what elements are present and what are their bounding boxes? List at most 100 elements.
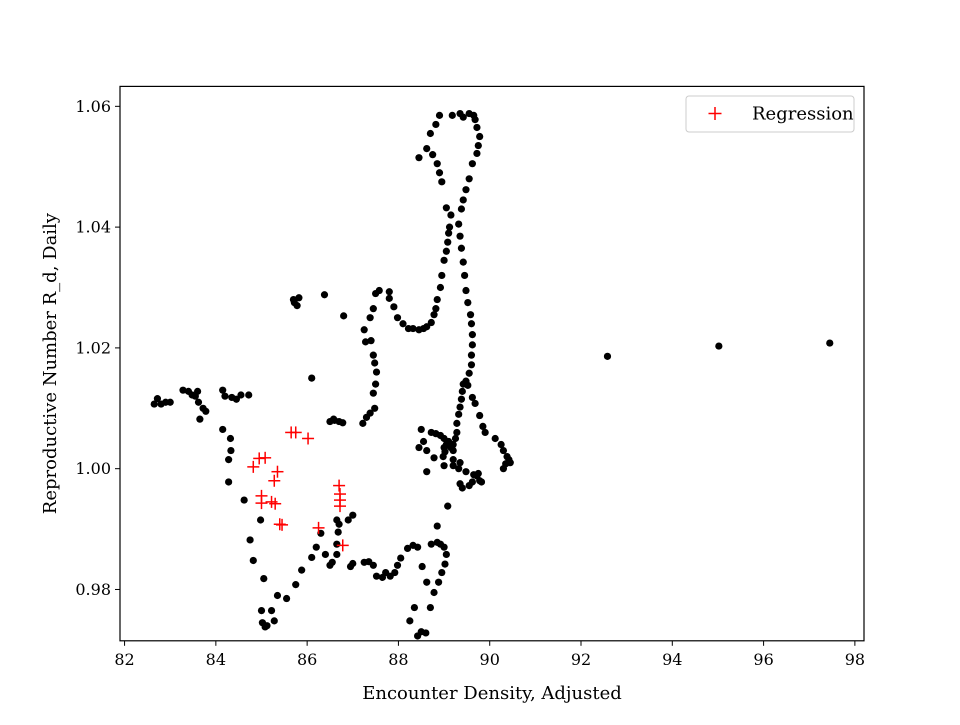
regression-point [334,500,347,513]
data-point [471,116,479,124]
data-point [461,271,469,280]
data-point [372,380,380,388]
data-point [423,578,431,586]
data-point [459,258,467,266]
data-point [456,459,464,467]
data-point [263,622,271,630]
data-point [451,434,460,443]
legend-box [685,95,855,133]
x-tick-label: 90 [480,650,500,669]
data-point [385,288,393,296]
data-point [225,456,233,464]
data-point [432,120,440,129]
data-point [245,391,253,399]
data-point [434,578,443,586]
data-point [257,607,266,615]
data-point [225,478,233,486]
data-point [422,629,430,637]
data-point [427,540,435,548]
data-point [442,247,450,255]
data-point [474,469,482,478]
data-point [440,256,448,264]
regression-point [247,460,260,473]
data-point [419,437,428,446]
data-point [427,318,435,327]
data-point [438,271,446,280]
data-point [393,561,402,569]
data-point [439,453,447,461]
data-point [166,398,174,406]
data-point [371,359,379,367]
data-point [467,361,476,369]
data-point [429,151,437,159]
data-point [435,111,444,119]
data-point [447,443,455,452]
data-point [481,428,489,437]
data-point [399,320,407,328]
data-point [256,516,265,524]
regression-point [276,518,289,531]
data-point [273,591,282,600]
data-point [415,154,423,162]
x-axis: 82 84 86 88 90 92 94 96 98 [114,640,865,669]
data-point [436,283,445,292]
data-point [328,558,336,566]
data-point [196,415,204,423]
data-point [367,337,375,345]
data-point [369,351,377,359]
data-point [433,160,441,168]
data-point [292,581,300,589]
data-point [449,456,457,464]
data-point [426,603,434,612]
data-point [349,559,357,568]
data-point [433,538,441,546]
data-point [464,381,472,389]
regression-point [269,497,282,510]
data-point [438,178,446,186]
x-tick-label: 94 [662,650,682,669]
y-tick-label: 1.00 [75,459,111,478]
x-tick-label: 96 [753,650,773,669]
data-point [455,465,463,473]
data-point [415,443,423,452]
data-point [462,286,470,295]
data-point [344,516,352,524]
data-point [417,425,425,434]
data-point [479,422,487,431]
data-point [335,520,343,528]
data-point [391,568,399,577]
y-tick-label: 1.04 [75,218,111,237]
data-point [476,411,484,420]
data-point [466,311,475,319]
data-point [468,341,476,349]
data-point [462,468,470,476]
data-point [462,186,470,194]
data-point [260,574,268,583]
data-point [227,446,235,455]
data-point [295,294,303,302]
data-point [457,395,466,403]
x-tick-label: 86 [297,650,317,669]
data-point [455,220,463,228]
data-point [430,454,438,462]
data-point [371,404,379,412]
regression-point [289,426,302,439]
y-axis-label: Reproductive Number R_d, Daily [40,212,61,514]
data-point [826,339,834,347]
data-point [393,314,402,322]
data-point [193,387,202,395]
data-points [150,109,834,640]
data-point [308,374,316,382]
x-tick-label: 82 [114,650,134,669]
regression-point [271,465,284,478]
data-point [453,419,461,427]
legend: Regression [685,95,855,133]
data-point [283,594,291,603]
data-point [442,550,450,559]
data-point [240,496,248,504]
y-tick-label: 1.06 [75,97,111,116]
data-point [445,229,453,237]
data-point [340,312,348,320]
data-point [449,462,457,470]
